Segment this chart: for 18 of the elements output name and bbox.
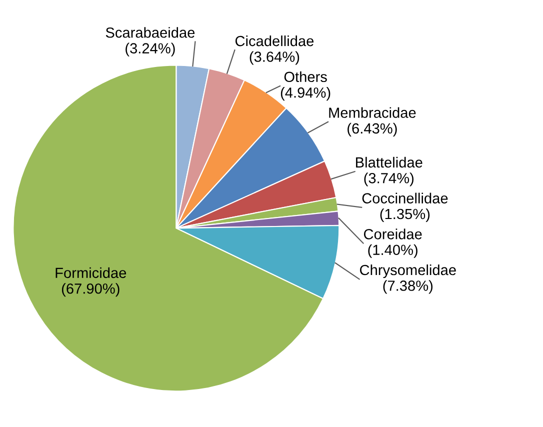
slice-label: Formicidae xyxy=(56,267,126,278)
data-label: (3.64%) xyxy=(250,51,300,65)
data-label: (3.24%) xyxy=(126,42,175,56)
data-label: (6.43%) xyxy=(348,122,397,136)
slice-label: Chrysomelidae xyxy=(360,264,456,278)
slice-label: Coccinellidae xyxy=(362,192,448,204)
slice-label: Others xyxy=(284,71,327,82)
data-label: (1.35%) xyxy=(380,208,430,222)
data-label: (7.38%) xyxy=(383,280,433,294)
data-label: (4.94%) xyxy=(280,87,330,101)
slice-label: Coreidae xyxy=(364,228,422,240)
data-label: (3.74%) xyxy=(364,172,414,186)
data-label: (1.40%) xyxy=(368,244,418,258)
slice-label: Scarabaeidae xyxy=(106,27,195,38)
data-label: (67.90%) xyxy=(62,283,120,297)
slice-label: Blattelidae xyxy=(356,156,422,168)
slice-label: Cicadellidae xyxy=(235,35,314,46)
slice-label: Membracidae xyxy=(329,107,416,118)
